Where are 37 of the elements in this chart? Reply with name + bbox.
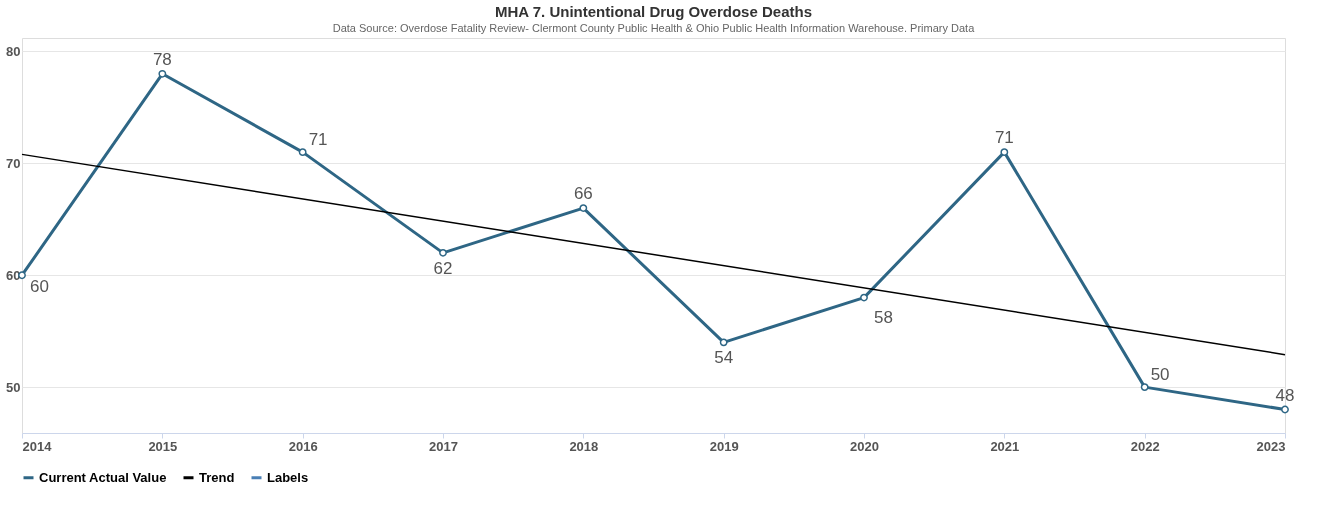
point bbox=[579, 204, 588, 212]
data-label: 78 bbox=[152, 49, 172, 69]
x-tick-label: 2022 bbox=[1130, 438, 1160, 454]
x-tick-label: 2020 bbox=[850, 438, 879, 454]
y-tick-label: 80 bbox=[6, 43, 21, 59]
point bbox=[1281, 405, 1289, 414]
legend-label: Labels bbox=[267, 469, 309, 485]
point bbox=[298, 148, 307, 157]
chart-subtitle: Data Source: Overdose Fatality Review- Clermont County Public Health & Ohio Public Health Information Warehouse. Primary Data bbox=[332, 22, 976, 34]
data-label: 62 bbox=[433, 258, 453, 278]
point bbox=[1000, 148, 1009, 157]
x-tick-label: 2023 bbox=[1256, 438, 1286, 454]
data-label: 66 bbox=[573, 184, 593, 204]
x-tick-label: 2017 bbox=[429, 438, 458, 454]
data-label: 48 bbox=[1275, 385, 1295, 405]
data-label: 71 bbox=[308, 130, 328, 150]
y-tick-label: 70 bbox=[6, 155, 21, 171]
data-label: 54 bbox=[714, 348, 734, 368]
point bbox=[158, 69, 167, 78]
legend-label: Trend bbox=[199, 469, 235, 485]
chart-title: MHA 7. Unintentional Drug Overdose Deaths bbox=[495, 3, 812, 20]
legend-label: Current Actual Value bbox=[39, 469, 167, 485]
x-tick-label: 2016 bbox=[288, 438, 318, 454]
y-tick-label: 50 bbox=[6, 379, 21, 395]
x-tick-label: 2014 bbox=[22, 438, 53, 454]
data-label: 71 bbox=[994, 128, 1014, 148]
data-label: 58 bbox=[874, 307, 893, 327]
x-tick-label: 2021 bbox=[990, 438, 1020, 454]
x-tick-label: 2019 bbox=[709, 438, 739, 454]
point bbox=[1140, 383, 1149, 392]
x-tick-label: 2018 bbox=[569, 438, 599, 454]
x-tick-label: 2015 bbox=[148, 438, 178, 454]
point bbox=[860, 293, 868, 302]
data-label: 60 bbox=[30, 277, 49, 297]
point bbox=[439, 248, 447, 257]
data-label: 50 bbox=[1150, 365, 1170, 385]
point bbox=[719, 338, 728, 347]
